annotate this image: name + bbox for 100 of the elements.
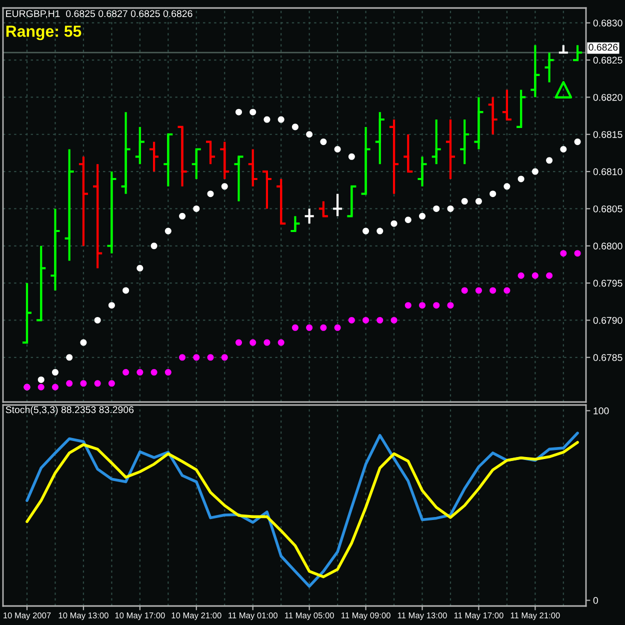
point (250, 108, 256, 116)
x-tick-label: 11 May 13:00 (398, 612, 447, 620)
point (560, 250, 567, 257)
point (334, 146, 341, 153)
point (390, 316, 398, 324)
candlestick (64, 148, 75, 262)
y-tick-label: 0.6805 (593, 205, 622, 212)
point (504, 287, 510, 294)
point (292, 324, 298, 331)
x-tick-label: 10 May 17:00 (115, 612, 165, 620)
candlestick (50, 208, 61, 292)
ref-line-label: 0.6826 (588, 44, 618, 51)
candlestick (204, 140, 216, 166)
candlestick (148, 140, 160, 173)
point (554, 81, 572, 98)
y-tick-label: 0.6790 (593, 316, 622, 324)
point (490, 287, 496, 294)
point (108, 302, 115, 309)
point (475, 287, 482, 294)
point (150, 369, 158, 376)
candlestick (374, 111, 386, 166)
point (518, 176, 524, 182)
candlestick (516, 88, 527, 128)
point (490, 190, 496, 198)
point (94, 316, 101, 324)
point (164, 369, 172, 376)
point (264, 116, 270, 123)
point (66, 380, 73, 387)
chart-title: Stoch(5,3,3) 88.2353 83.2906 (6, 406, 134, 416)
point (221, 183, 228, 190)
point (320, 138, 327, 146)
point (80, 380, 87, 387)
point (447, 302, 454, 309)
candlestick (78, 156, 90, 247)
candlestick (92, 163, 104, 270)
candlestick (402, 133, 414, 173)
candlestick (304, 208, 315, 225)
point (404, 216, 412, 224)
candlestick (473, 96, 484, 150)
candlestick (261, 170, 273, 210)
point (518, 272, 524, 279)
candlestick (162, 133, 174, 188)
y-tick-label: 0.6785 (593, 354, 622, 362)
candlestick (459, 118, 470, 166)
point (574, 138, 581, 146)
point (574, 250, 581, 257)
point (404, 302, 412, 309)
y-tick-label: 0.6830 (593, 20, 622, 26)
candlestick (487, 96, 498, 136)
x-tick-label: 10 May 2007 (4, 612, 51, 620)
candlestick (544, 52, 555, 84)
x-tick-label: 11 May 17:00 (454, 612, 504, 620)
point (560, 146, 567, 153)
point (292, 124, 298, 130)
y-tick-label: 0.6795 (593, 280, 622, 287)
candlestick (176, 126, 188, 188)
point (461, 287, 468, 294)
point (433, 302, 440, 309)
point (278, 339, 284, 346)
point (418, 212, 426, 220)
point (390, 220, 398, 227)
point (193, 205, 200, 212)
point (207, 354, 214, 361)
point (504, 183, 510, 190)
point (348, 316, 355, 324)
x-tick-label: 11 May 01:00 (228, 612, 278, 620)
point (278, 116, 284, 123)
point (179, 354, 186, 361)
point (376, 316, 384, 324)
point (546, 272, 553, 279)
point (250, 339, 256, 346)
candlestick (290, 215, 301, 232)
point (235, 339, 242, 346)
point (362, 228, 370, 234)
candlestick (572, 44, 584, 62)
x-tick-label: 11 May 09:00 (341, 612, 390, 620)
y-tick-label: 0.6820 (593, 94, 622, 101)
point (136, 264, 144, 272)
point (108, 380, 115, 387)
candlestick (219, 140, 230, 180)
point (334, 324, 341, 331)
point (306, 131, 313, 138)
candlestick (346, 185, 358, 218)
point (150, 242, 158, 250)
point (546, 157, 553, 164)
candlestick (530, 44, 541, 98)
x-tick-label: 11 May 05:00 (285, 612, 334, 620)
point (320, 324, 327, 331)
candlestick (120, 111, 132, 195)
candlestick (21, 282, 33, 344)
y-tick-label: 0.6825 (593, 56, 622, 64)
candlestick (360, 126, 372, 195)
point (66, 354, 73, 361)
candlestick (388, 118, 400, 195)
point (164, 228, 172, 234)
x-tick-label: 11 May 21:00 (510, 612, 560, 620)
candlestick (36, 244, 47, 322)
point (136, 369, 144, 376)
point (433, 205, 440, 212)
x-tick-label: 10 May 13:00 (58, 612, 108, 620)
